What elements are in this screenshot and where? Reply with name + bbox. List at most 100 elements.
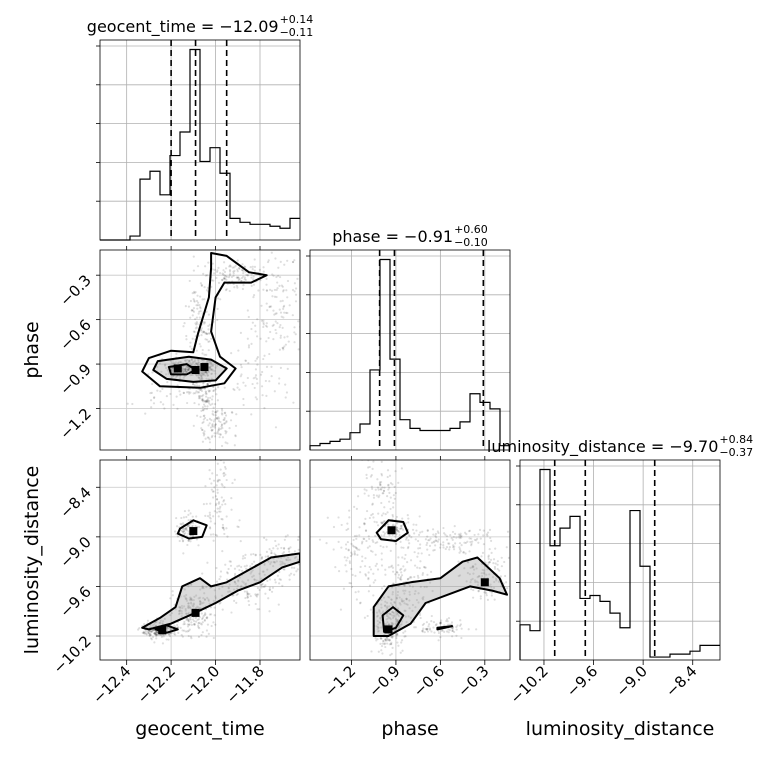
sample-point (282, 307, 285, 311)
sample-point (235, 276, 238, 279)
sample-point (163, 364, 167, 367)
sample-point (213, 432, 216, 435)
x-tick-label-luminosity_distance: −9.0 (612, 662, 650, 700)
sample-point (205, 371, 209, 375)
sample-point (183, 367, 186, 370)
sample-point (227, 587, 230, 590)
sample-point (148, 634, 151, 637)
sample-point (384, 604, 387, 607)
sample-point (427, 625, 430, 628)
sample-point (221, 413, 224, 416)
sample-point (500, 565, 504, 568)
sample-point (390, 586, 394, 589)
sample-point (483, 569, 486, 572)
sample-point (372, 516, 375, 519)
sample-point (247, 346, 251, 349)
sample-point (233, 567, 237, 570)
sample-point (256, 586, 260, 590)
sample-point (212, 539, 215, 542)
sample-point (213, 486, 216, 489)
sample-point (277, 382, 281, 385)
sample-point (241, 569, 244, 572)
sample-point (378, 494, 381, 497)
sample-point (179, 522, 182, 525)
sample-point (403, 592, 406, 595)
sample-point (206, 382, 209, 386)
sample-point (208, 367, 211, 370)
sample-point (237, 525, 240, 529)
x-axis-label-luminosity_distance: luminosity_distance (526, 718, 715, 740)
sample-point (248, 452, 250, 454)
sample-point (210, 398, 214, 401)
sample-point (193, 330, 196, 333)
sample-point (215, 511, 219, 514)
sample-point (260, 583, 263, 586)
sample-point (433, 540, 436, 543)
sample-point (211, 268, 214, 271)
sample-point (371, 467, 374, 470)
sample-point (402, 589, 405, 592)
sample-point (353, 552, 356, 555)
sample-point (186, 366, 189, 369)
sample-point (297, 535, 300, 538)
sample-point (197, 376, 200, 379)
sample-point (180, 610, 183, 613)
sample-point (156, 630, 159, 634)
sample-point (459, 534, 462, 537)
sample-point (470, 578, 473, 581)
sample-point (395, 570, 399, 574)
sample-point (255, 595, 259, 598)
sample-point (471, 577, 474, 580)
sample-point (251, 321, 254, 324)
sample-point (205, 399, 208, 403)
sample-point (380, 522, 383, 525)
sample-point (165, 638, 168, 641)
sample-point (216, 399, 219, 402)
sample-point (245, 564, 248, 567)
sample-point (267, 560, 270, 563)
sample-point (407, 517, 410, 520)
sample-point (326, 516, 329, 519)
sample-point (197, 394, 201, 398)
sample-point (193, 291, 196, 295)
sample-point (396, 632, 399, 636)
sample-point (208, 361, 211, 364)
sample-point (285, 311, 288, 314)
sample-point (166, 628, 169, 632)
sample-point (383, 534, 386, 537)
sample-point (199, 282, 202, 285)
sample-point (318, 538, 322, 541)
sample-point (217, 501, 221, 504)
sample-point (295, 570, 298, 573)
sample-point (191, 362, 194, 365)
sample-point (364, 573, 367, 576)
sample-point (212, 621, 215, 624)
sample-point (195, 390, 198, 393)
sample-point (248, 592, 251, 596)
sample-point (382, 596, 386, 599)
sample-point (265, 322, 268, 325)
sample-point (411, 603, 415, 607)
sample-point (466, 571, 469, 575)
sample-point (188, 392, 191, 395)
sample-point (264, 379, 267, 383)
sample-point (185, 599, 188, 602)
sample-point (370, 474, 373, 477)
sample-point (199, 306, 202, 309)
sample-point (210, 419, 213, 422)
sample-point (230, 611, 233, 614)
sample-point (190, 621, 193, 624)
sample-point (253, 386, 256, 390)
sample-point (389, 549, 392, 552)
sample-point (196, 605, 199, 608)
sample-point (209, 502, 212, 505)
sample-point (205, 502, 208, 505)
sample-point (297, 548, 300, 551)
sample-point (364, 565, 367, 568)
sample-point (236, 584, 239, 587)
sample-point (147, 631, 150, 634)
sample-point (280, 556, 283, 559)
sample-point (367, 578, 370, 581)
sample-point (206, 400, 209, 403)
sample-point (457, 574, 460, 578)
